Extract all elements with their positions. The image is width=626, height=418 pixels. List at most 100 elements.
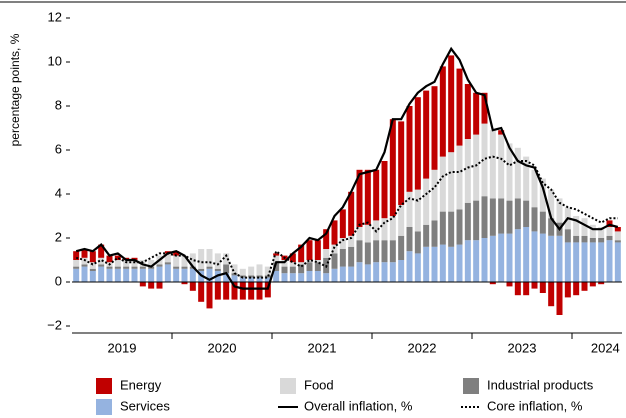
bar-segment — [248, 266, 255, 276]
legend-label: Energy — [120, 377, 162, 392]
bar-segment — [248, 275, 255, 278]
bar-segment — [223, 253, 230, 265]
bar-segment — [223, 273, 230, 282]
bar-segment — [398, 235, 405, 260]
bar-segment — [606, 235, 613, 241]
bar-segment — [573, 242, 580, 282]
bar-segment — [389, 216, 396, 241]
bar-segment — [548, 235, 555, 282]
bar-segment — [148, 268, 155, 282]
bar-segment — [439, 244, 446, 282]
bar-segment — [523, 227, 530, 282]
bar-segment — [464, 84, 471, 139]
bar-segment — [523, 282, 530, 296]
bar-segment — [614, 231, 621, 241]
bar-segment — [373, 169, 380, 221]
bar-segment — [531, 207, 538, 232]
bar-segment — [214, 282, 221, 300]
bar-segment — [398, 121, 405, 205]
bar-segment — [506, 143, 513, 201]
bar-segment — [139, 282, 146, 287]
bar-segment — [314, 240, 321, 260]
bar-segment — [473, 92, 480, 135]
bar-segment — [198, 249, 205, 269]
bar-segment — [539, 211, 546, 234]
bar-segment — [581, 242, 588, 282]
bar-segment — [223, 264, 230, 274]
bar-segment — [364, 169, 371, 225]
bar-segment — [514, 229, 521, 282]
bar-segment — [356, 227, 363, 241]
bar-segment — [106, 268, 113, 282]
x-tick-label: 2024 — [591, 340, 620, 355]
bar-segment — [564, 242, 571, 282]
bar-segment — [573, 282, 580, 296]
bar-segment — [506, 282, 513, 287]
bar-segment — [248, 282, 255, 300]
bar-segment — [298, 244, 305, 263]
bar-segment — [348, 246, 355, 267]
bar-segment — [589, 238, 596, 243]
bar-segment — [514, 198, 521, 230]
bar-segment — [481, 238, 488, 282]
bar-segment — [398, 205, 405, 236]
bar-segment — [231, 275, 238, 282]
bar-segment — [214, 253, 221, 269]
bar-segment — [173, 266, 180, 269]
legend-label: Services — [120, 398, 170, 413]
bar-segment — [331, 268, 338, 282]
bar-segment — [148, 260, 155, 267]
bar-segment — [264, 277, 271, 282]
bar-segment — [589, 282, 596, 287]
bar-segment — [131, 268, 138, 282]
bar-segment — [531, 231, 538, 282]
bar-segment — [531, 282, 538, 289]
bar-segment — [339, 249, 346, 267]
bar-segment — [448, 211, 455, 247]
bar-segment — [256, 277, 263, 282]
y-tick-label: 8 — [55, 97, 62, 112]
bar-segment — [439, 66, 446, 157]
bar-segment — [373, 262, 380, 282]
bar-segment — [498, 134, 505, 199]
bar-segment — [489, 130, 496, 199]
bar-segment — [556, 282, 563, 315]
bar-segment — [614, 240, 621, 243]
bar-segment — [414, 189, 421, 232]
bar-segment — [589, 224, 596, 238]
bar-segment — [489, 282, 496, 285]
y-tick-label: 10 — [48, 53, 62, 68]
bar-segment — [198, 282, 205, 302]
bar-segment — [431, 246, 438, 282]
bar-segment — [348, 235, 355, 247]
bar-segment — [539, 178, 546, 212]
bar-segment — [348, 266, 355, 282]
bar-segment — [256, 264, 263, 276]
bar-segment — [189, 282, 196, 291]
bar-segment — [348, 191, 355, 236]
bar-segment — [214, 268, 221, 271]
bar-segment — [481, 123, 488, 197]
bar-segment — [356, 169, 363, 227]
bar-segment — [264, 275, 271, 278]
bar-segment — [323, 273, 330, 282]
x-tick-label: 2022 — [408, 340, 437, 355]
bar-segment — [73, 268, 80, 282]
x-tick-label: 2019 — [108, 340, 137, 355]
bar-segment — [306, 240, 313, 260]
bar-segment — [456, 209, 463, 245]
bar-segment — [139, 268, 146, 282]
bar-segment — [564, 282, 571, 298]
bar-segment — [231, 282, 238, 300]
bar-segment — [331, 253, 338, 269]
bar-segment — [173, 255, 180, 267]
legend-swatch — [96, 378, 112, 394]
bar-segment — [506, 233, 513, 282]
bar-segment — [81, 249, 88, 258]
bar-segment — [614, 242, 621, 282]
bar-segment — [606, 227, 613, 236]
bar-segment — [123, 260, 130, 267]
bar-segment — [414, 253, 421, 282]
bar-segment — [98, 244, 105, 258]
